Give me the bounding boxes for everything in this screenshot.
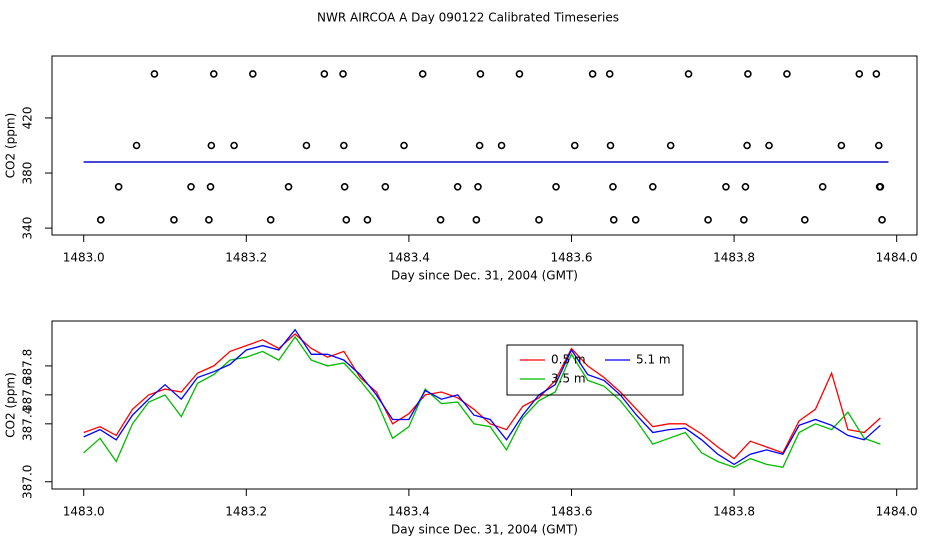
data-point	[476, 70, 485, 78]
data-point	[187, 183, 195, 191]
data-point	[209, 70, 218, 78]
data-point	[801, 216, 809, 224]
data-point	[818, 183, 827, 191]
data-point	[855, 70, 864, 78]
data-point	[837, 141, 846, 150]
data-point	[132, 141, 141, 150]
legend-label: 0.5 m	[551, 353, 586, 367]
y-tick-label: 387.8	[21, 349, 35, 383]
data-point	[666, 141, 675, 150]
data-point	[475, 141, 484, 150]
x-tick-label: 1483.4	[388, 251, 430, 265]
data-point	[266, 216, 275, 224]
data-point	[609, 216, 618, 224]
x-tick-label: 1483.8	[713, 251, 755, 265]
plot-frame	[51, 320, 918, 490]
data-line	[83, 328, 881, 466]
x-tick-label: 1483.6	[550, 505, 592, 519]
data-point	[515, 70, 524, 78]
x-tick-label: 1483.2	[225, 251, 267, 265]
x-tick-label: 1483.0	[63, 251, 105, 265]
data-point	[648, 183, 657, 191]
data-point	[472, 216, 481, 224]
x-axis-label: Day since Dec. 31, 2004 (GMT)	[391, 269, 578, 283]
data-point	[96, 216, 105, 224]
data-point	[339, 70, 347, 78]
data-point	[874, 141, 883, 150]
data-point	[684, 70, 693, 78]
data-point	[381, 183, 390, 191]
data-point	[552, 183, 560, 191]
x-tick-label: 1483.2	[225, 505, 267, 519]
y-tick-label: 420	[21, 107, 35, 130]
data-point	[150, 70, 159, 78]
x-tick-label: 1483.6	[550, 251, 592, 265]
data-point	[872, 70, 881, 78]
x-tick-label: 1483.4	[388, 505, 430, 519]
data-point	[606, 141, 615, 150]
data-point	[535, 216, 543, 224]
data-point	[497, 141, 506, 150]
y-tick-label: 387.0	[21, 465, 35, 499]
data-point	[588, 70, 597, 78]
y-tick-label: 387.6	[21, 378, 35, 412]
data-point	[609, 183, 617, 191]
data-point	[744, 70, 752, 78]
data-point	[284, 183, 293, 191]
data-point	[876, 183, 885, 191]
x-tick-label: 1484.0	[876, 251, 918, 265]
data-point	[340, 183, 349, 191]
x-tick-label: 1483.0	[63, 505, 105, 519]
data-point	[363, 216, 372, 224]
data-point	[722, 183, 730, 191]
y-tick-label: 340	[21, 217, 35, 240]
data-point	[878, 216, 886, 224]
y-tick-label: 380	[21, 162, 35, 185]
x-tick-label: 1484.0	[876, 505, 918, 519]
data-point	[783, 70, 791, 78]
x-axis-label: Day since Dec. 31, 2004 (GMT)	[391, 523, 578, 537]
data-line	[83, 335, 881, 469]
legend-label: 3.5 m	[551, 372, 586, 386]
data-point	[320, 70, 329, 78]
data-point	[740, 216, 748, 224]
data-point	[704, 216, 712, 224]
y-tick-label: 387.4	[21, 407, 35, 441]
data-point	[230, 141, 238, 150]
data-point	[765, 141, 773, 150]
plot-frame	[51, 55, 918, 236]
data-point	[342, 216, 351, 224]
data-point	[605, 70, 614, 78]
data-point	[741, 183, 750, 191]
data-point	[631, 216, 640, 224]
data-point	[453, 183, 462, 191]
data-point	[170, 216, 178, 224]
data-point	[205, 216, 213, 224]
x-tick-label: 1483.8	[713, 505, 755, 519]
data-point	[436, 216, 445, 224]
data-point	[418, 70, 427, 78]
data-point	[249, 70, 257, 78]
legend-box	[506, 344, 684, 396]
data-point	[340, 141, 348, 150]
data-point	[207, 141, 216, 150]
legend-label: 5.1 m	[636, 353, 671, 367]
y-axis-label: CO2 (ppm)	[4, 113, 18, 179]
data-point	[743, 141, 751, 150]
data-point	[570, 141, 579, 150]
data-point	[474, 183, 482, 191]
y-axis-label: CO2 (ppm)	[4, 372, 18, 438]
figure-title: NWR AIRCOA A Day 090122 Calibrated Times…	[317, 11, 619, 25]
data-point	[302, 141, 311, 150]
data-point	[114, 183, 123, 191]
data-point	[206, 183, 215, 191]
data-line	[83, 333, 881, 460]
data-point	[400, 141, 408, 150]
